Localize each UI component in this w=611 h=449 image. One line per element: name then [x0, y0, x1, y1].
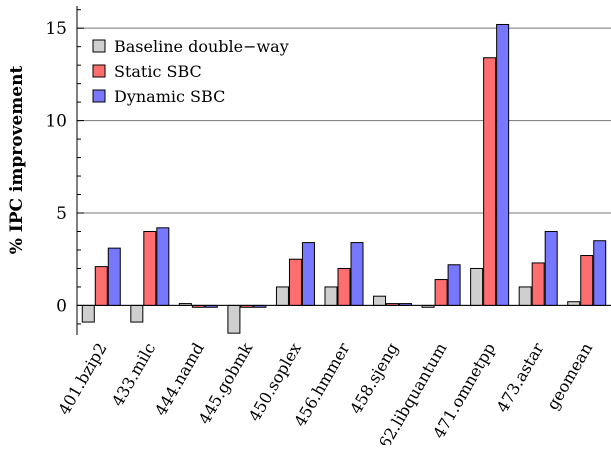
bar [130, 304, 144, 323]
bars [81, 23, 607, 334]
bar [483, 57, 497, 306]
bar [567, 301, 581, 306]
y-tick-label: 10 [45, 112, 67, 132]
bar [337, 267, 351, 306]
legend: Baseline double−way Static SBC Dynamic SBC [92, 37, 289, 106]
bar [324, 286, 338, 306]
bar [580, 255, 594, 306]
bar [593, 240, 607, 306]
y-tick-label: 15 [45, 19, 67, 39]
legend-swatch [92, 64, 106, 78]
bar [107, 247, 121, 306]
x-tick-label: 444.namd [151, 340, 208, 420]
bar [434, 279, 448, 306]
y-axis-label: % IPC improvement [7, 66, 27, 255]
bar [496, 23, 510, 306]
bar [275, 286, 289, 306]
bar [288, 258, 302, 306]
x-tick-label: 401.bzip2 [54, 340, 110, 419]
bar [373, 295, 387, 306]
bar [350, 242, 364, 306]
bar [518, 286, 532, 306]
y-tick-label: 0 [56, 296, 67, 316]
legend-label: Baseline double−way [114, 37, 289, 56]
x-tick-label: 473.astar [493, 339, 548, 415]
y-tick-label: 5 [56, 204, 67, 224]
bar [143, 230, 157, 306]
legend-swatch [92, 39, 106, 53]
legend-label: Static SBC [114, 62, 202, 81]
x-tick-label: geomean [543, 340, 596, 413]
bar [156, 227, 170, 306]
x-tick-label: 458.sjeng [346, 340, 402, 418]
x-tick-label: 433.milc [108, 339, 159, 409]
bar [94, 266, 108, 306]
bar [301, 242, 315, 306]
legend-label: Dynamic SBC [114, 87, 225, 106]
bar [531, 262, 545, 306]
bar [81, 304, 95, 323]
bar [227, 304, 241, 334]
legend-swatch [92, 89, 106, 103]
bar [470, 267, 484, 306]
bar [447, 264, 461, 306]
bar [544, 230, 558, 306]
